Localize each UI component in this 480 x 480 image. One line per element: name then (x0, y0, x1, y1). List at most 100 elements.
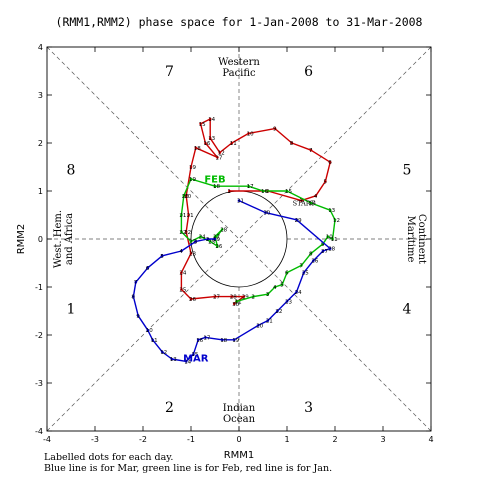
data-series: 1 234567891011121314151617181920212223242… (131, 117, 340, 365)
series-mar-point (196, 338, 200, 342)
series-mar-point (136, 314, 140, 318)
series-jan-day-label: 15 (199, 122, 206, 128)
month-label-feb: FEB (204, 174, 225, 185)
series-mar-point (134, 280, 138, 284)
series-mar-point (206, 237, 210, 241)
series-jan-day-label: 11 (230, 141, 237, 147)
region-top-line-1: Western (218, 57, 260, 68)
series-mar-point (170, 357, 174, 361)
y-tick-label: 2 (38, 139, 43, 148)
region-labels: Western Pacific Indian Ocean West. Hem. … (53, 57, 427, 425)
series-mar-day-label: 22 (275, 309, 282, 315)
x-tick-label: -4 (43, 435, 51, 444)
series-feb-day-label: 22 (179, 230, 186, 236)
series-jan-day-label: 19 (189, 165, 196, 171)
series-mar-day-label: 23 (285, 299, 292, 305)
series-feb-day-label: 10 (326, 235, 333, 241)
phase-label-7: 7 (165, 64, 174, 80)
y-tick-label: 3 (38, 91, 43, 100)
series-jan-day-label: 21 (187, 213, 194, 219)
series-jan-day-label: 24 (179, 271, 186, 277)
series-feb-day-label: 16 (261, 189, 268, 195)
y-tick-label: -3 (35, 379, 43, 388)
series-jan-day-label: 1 (227, 189, 231, 195)
series-jan-day-label: 16 (203, 141, 210, 147)
series-mar-point (302, 271, 306, 274)
series-mar-point (266, 319, 270, 322)
start-label: START (293, 199, 316, 207)
series-jan-day-label: 12 (218, 151, 225, 157)
phase-label-4: 4 (403, 302, 412, 318)
series-feb-day-label: 24 (199, 235, 206, 241)
series-mar-point (213, 237, 217, 241)
series-jan-day-label: 28 (230, 295, 237, 301)
series-mar-day-label: 27 (321, 249, 328, 255)
series-mar-day-label: 24 (295, 290, 302, 296)
x-tick-label: -1 (187, 435, 195, 444)
series-mar-day-label: 2 (206, 237, 210, 243)
series-mar-point (285, 300, 289, 303)
series-feb-point (331, 237, 334, 241)
series-feb-point (208, 240, 212, 243)
series-mar-day-label: 10 (146, 328, 153, 334)
series-jan-day-label: 7 (309, 148, 313, 154)
series-feb-point (182, 194, 186, 198)
series-mar-day-label: 8 (131, 295, 135, 301)
series-jan-day-label: 2 (266, 189, 270, 195)
series-jan-point (247, 132, 250, 135)
series-jan-point (204, 141, 207, 145)
series-jan-point (273, 127, 277, 130)
series-feb-day-label: 4 (273, 285, 277, 291)
series-feb-day-label: 12 (333, 218, 340, 224)
month-label-mar: MAR (183, 353, 209, 364)
series-mar-point (146, 328, 150, 332)
series-mar-point (237, 199, 241, 202)
series-feb-day-label: 3 (266, 292, 270, 298)
series-feb-day-label: 13 (328, 208, 335, 214)
series-feb-day-label: 5 (280, 283, 284, 289)
series-feb-point (326, 235, 330, 238)
phase-label-8: 8 (67, 162, 76, 178)
series-mar-day-label: 15 (191, 352, 198, 358)
series-mar-day-label: 21 (266, 319, 273, 325)
series-mar-point (204, 336, 207, 339)
phase-label-2: 2 (165, 400, 174, 416)
series-jan-point (230, 295, 234, 298)
series-jan-point (328, 160, 332, 164)
series-jan-day-label: 10 (247, 131, 254, 137)
x-tick-label: 1 (284, 435, 289, 444)
series-jan-day-label: 27 (213, 295, 220, 301)
y-axis-label: RMM2 (16, 224, 27, 255)
phase-label-1: 1 (67, 302, 76, 318)
series-mar-day-label: 19 (232, 338, 239, 344)
series-feb-point (309, 252, 313, 255)
series-jan-point (187, 213, 190, 217)
series-jan-day-label: 30 (232, 302, 239, 308)
series-mar-point (184, 360, 188, 363)
series-mar-point (151, 338, 154, 342)
series-mar-day-label: 5 (160, 254, 164, 260)
series-feb-day-label: 2 (251, 295, 255, 301)
series-feb-point (266, 292, 270, 296)
series-mar-day-label: 29 (295, 218, 302, 224)
series-mar-day-label: 7 (134, 280, 138, 286)
series-mar-day-label: 1 (213, 237, 217, 243)
y-tick-label: 1 (38, 187, 43, 196)
series-jan-day-label: 13 (208, 136, 215, 142)
series-feb-point (216, 244, 219, 248)
series-jan-point (314, 194, 318, 198)
series-feb-point (235, 300, 238, 303)
series-jan-point (194, 146, 198, 150)
series-mar-point (146, 266, 150, 270)
y-tick-label: -2 (35, 331, 43, 340)
series-feb-point (199, 235, 202, 238)
series-jan-point (230, 141, 234, 145)
phase-guides (46, 46, 432, 432)
series-jan-point (208, 136, 212, 140)
chart-title: (RMM1,RMM2) phase space for 1-Jan-2008 t… (56, 15, 423, 29)
series-feb-day-label: 6 (285, 271, 289, 277)
series-mar-point (194, 240, 198, 243)
